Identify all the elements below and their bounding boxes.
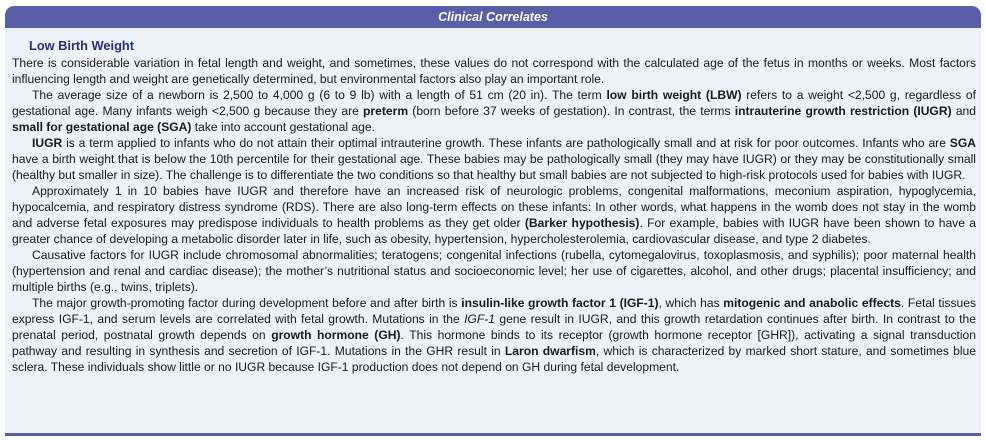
section-heading: Low Birth Weight bbox=[29, 38, 134, 53]
term-growth-hormone: growth hormone (GH) bbox=[271, 328, 401, 342]
term-mitogenic-effects: mitogenic and anabolic effects bbox=[723, 296, 901, 310]
paragraph-iugr-definition: IUGR is a term applied to infants who do… bbox=[12, 135, 976, 183]
text-run: The average size of a newborn is 2,500 t… bbox=[32, 88, 607, 102]
term-iugr: intrauterine growth restriction (IUGR) bbox=[734, 104, 952, 118]
term-sga-inline: SGA bbox=[949, 136, 976, 150]
paragraph-newborn-size: The average size of a newborn is 2,500 t… bbox=[12, 87, 976, 135]
clinical-correlates-box: Clinical Correlates Low Birth Weight The… bbox=[5, 6, 981, 433]
term-laron-dwarfism: Laron dwarfism bbox=[504, 344, 596, 358]
text-run: . This hormone binds to its receptor (gr… bbox=[12, 328, 977, 358]
term-lbw: low birth weight (LBW) bbox=[606, 88, 742, 102]
text-run: , which has bbox=[658, 296, 724, 310]
paragraph-iugr-risks: Approximately 1 in 10 babies have IUGR a… bbox=[12, 183, 976, 247]
text-run: The major growth-promoting factor during… bbox=[32, 296, 462, 310]
term-iugr-lead: IUGR bbox=[32, 136, 63, 150]
text-run: (born before 37 weeks of gestation). In … bbox=[408, 104, 735, 118]
text-run: . Fetal tissues express IGF-1, and serum… bbox=[12, 296, 977, 326]
text-run: is a term applied to infants who do not … bbox=[62, 136, 950, 150]
text-run: and bbox=[951, 104, 976, 118]
box-bottom-rule bbox=[5, 433, 981, 436]
term-barker-hypothesis: (Barker hypothesis) bbox=[524, 216, 640, 230]
box-content: Low Birth Weight There is considerable v… bbox=[5, 28, 981, 375]
box-title: Clinical Correlates bbox=[5, 6, 981, 28]
text-run: Approximately 1 in 10 babies have IUGR a… bbox=[12, 184, 976, 230]
text-run: , which is characterized by marked short… bbox=[12, 344, 976, 374]
term-preterm: preterm bbox=[363, 104, 409, 118]
text-run: have a birth weight that is below the 10… bbox=[12, 152, 976, 182]
text-run: refers to a weight <2,500 g, regardless … bbox=[12, 88, 976, 118]
paragraph-causative-factors: Causative factors for IUGR include chrom… bbox=[12, 248, 976, 294]
paragraph-growth-factors: The major growth-promoting factor during… bbox=[12, 295, 976, 375]
text-run: take into account gestational age. bbox=[191, 120, 375, 134]
term-sga: small for gestational age (SGA) bbox=[12, 120, 192, 134]
paragraph-intro: There is considerable variation in fetal… bbox=[12, 56, 976, 86]
term-igf1: insulin-like growth factor 1 (IGF-1) bbox=[461, 296, 659, 310]
term-igf1-gene: IGF-1 bbox=[464, 312, 495, 326]
text-run: gene result in IUGR, and this growth ret… bbox=[12, 312, 976, 342]
text-run: . For example, babies with IUGR have bee… bbox=[12, 216, 976, 246]
